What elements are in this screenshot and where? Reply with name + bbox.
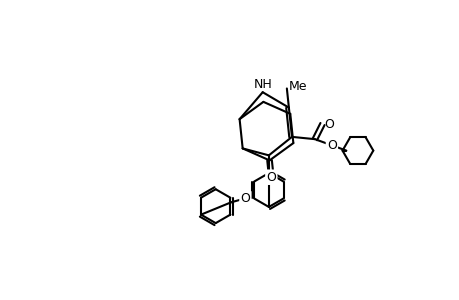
Text: O: O [266, 171, 276, 184]
Text: O: O [240, 192, 250, 205]
Text: O: O [326, 139, 336, 152]
Text: NH: NH [253, 78, 271, 91]
Text: Me: Me [288, 80, 306, 93]
Text: O: O [323, 118, 333, 130]
